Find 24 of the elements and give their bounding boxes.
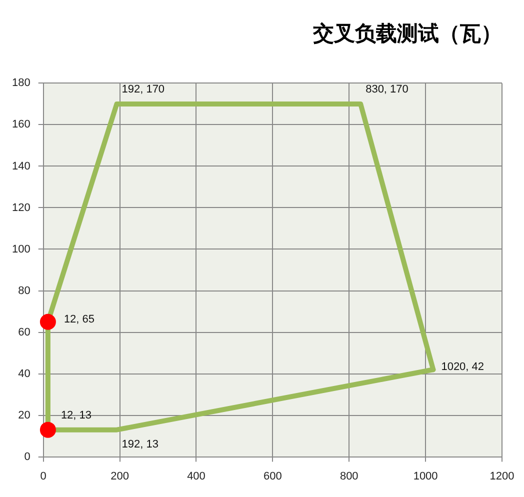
data-label: 192, 13 [122, 438, 158, 450]
x-tick-label: 400 [187, 470, 206, 482]
x-tick-label: 1000 [413, 470, 438, 482]
x-tick-label: 0 [40, 470, 46, 482]
x-tick-label: 200 [110, 470, 129, 482]
y-tick-label: 160 [12, 118, 30, 131]
x-tick-label: 1200 [490, 470, 514, 482]
x-tick-label: 800 [340, 470, 358, 482]
y-tick-label: 20 [18, 409, 30, 422]
data-label: 1020, 42 [441, 361, 484, 374]
y-tick-label: 100 [12, 243, 30, 256]
data-label: 830, 170 [366, 83, 408, 96]
x-tick-label: 600 [263, 470, 282, 482]
data-label: 12, 13 [60, 409, 92, 422]
y-tick-label: 0 [24, 450, 30, 463]
y-tick-label: 180 [12, 77, 30, 90]
data-label: 12, 65 [64, 313, 95, 326]
y-tick-label: 140 [12, 160, 30, 172]
y-tick-label: 80 [18, 284, 30, 297]
chart-title: 交叉负载测试（瓦） [312, 21, 502, 46]
y-tick-label: 120 [12, 202, 30, 214]
data-label: 192, 170 [122, 83, 165, 96]
y-tick-label: 60 [18, 326, 30, 338]
y-tick-label: 40 [18, 368, 30, 380]
